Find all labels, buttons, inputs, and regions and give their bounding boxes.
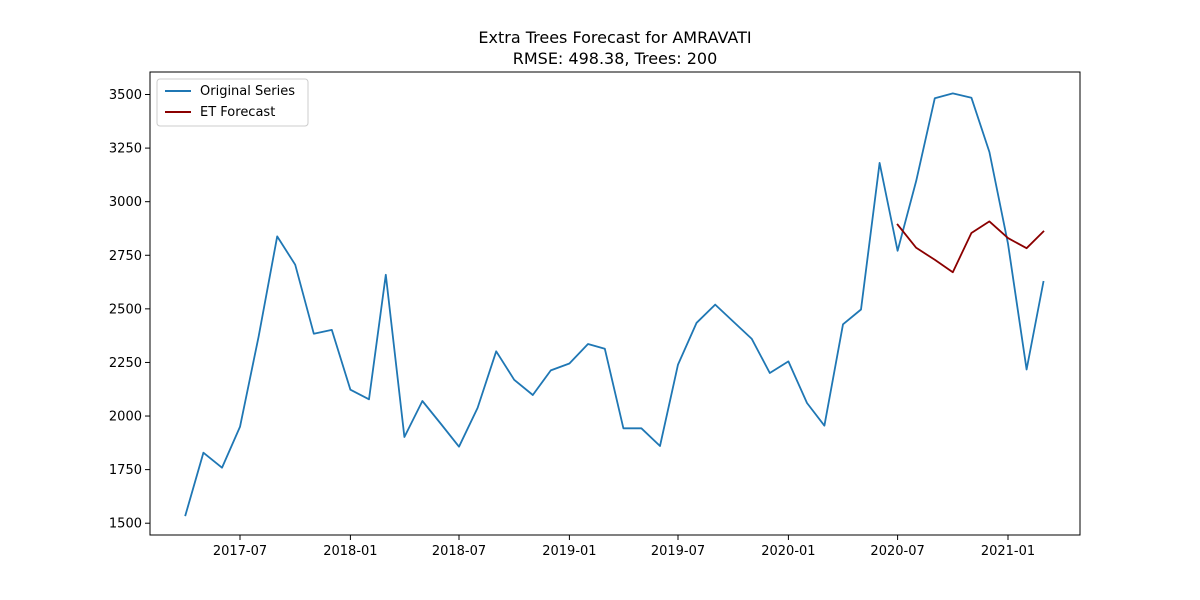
x-tick-label: 2021-01 [981,544,1035,559]
y-tick-label: 2250 [109,356,142,371]
x-tick-label: 2019-07 [651,544,705,559]
chart-title: Extra Trees Forecast for AMRAVATI [478,28,751,47]
y-tick-label: 3250 [109,142,142,157]
series-lines [184,92,1045,517]
y-tick-label: 2000 [109,410,142,425]
x-tick-label: 2018-07 [432,544,486,559]
plot-frame [149,71,1081,536]
x-tick-label: 2017-07 [213,544,267,559]
legend-label-et-forecast: ET Forecast [200,105,275,120]
y-tick-label: 3000 [109,195,142,210]
et-forecast-line [896,220,1045,274]
chart-subtitle: RMSE: 498.38, Trees: 200 [513,49,718,68]
legend-box [156,78,309,127]
original-series-line [184,92,1045,517]
x-tick-label: 2018-01 [323,544,377,559]
y-tick-label: 1750 [109,463,142,478]
axis-ticks: 2017-07 2018-01 2018-07 2019-01 2019-07 2020-… [109,88,1035,559]
legend-label-original-series: Original Series [200,84,295,99]
y-tick-label: 1500 [109,517,142,532]
y-tick-label: 3500 [109,88,142,103]
legend: Original Series ET Forecast [156,78,309,127]
x-tick-label: 2020-01 [761,544,815,559]
x-tick-label: 2020-07 [870,544,924,559]
y-tick-label: 2750 [109,249,142,264]
x-tick-label: 2019-01 [542,544,596,559]
y-tick-label: 2500 [109,302,142,317]
